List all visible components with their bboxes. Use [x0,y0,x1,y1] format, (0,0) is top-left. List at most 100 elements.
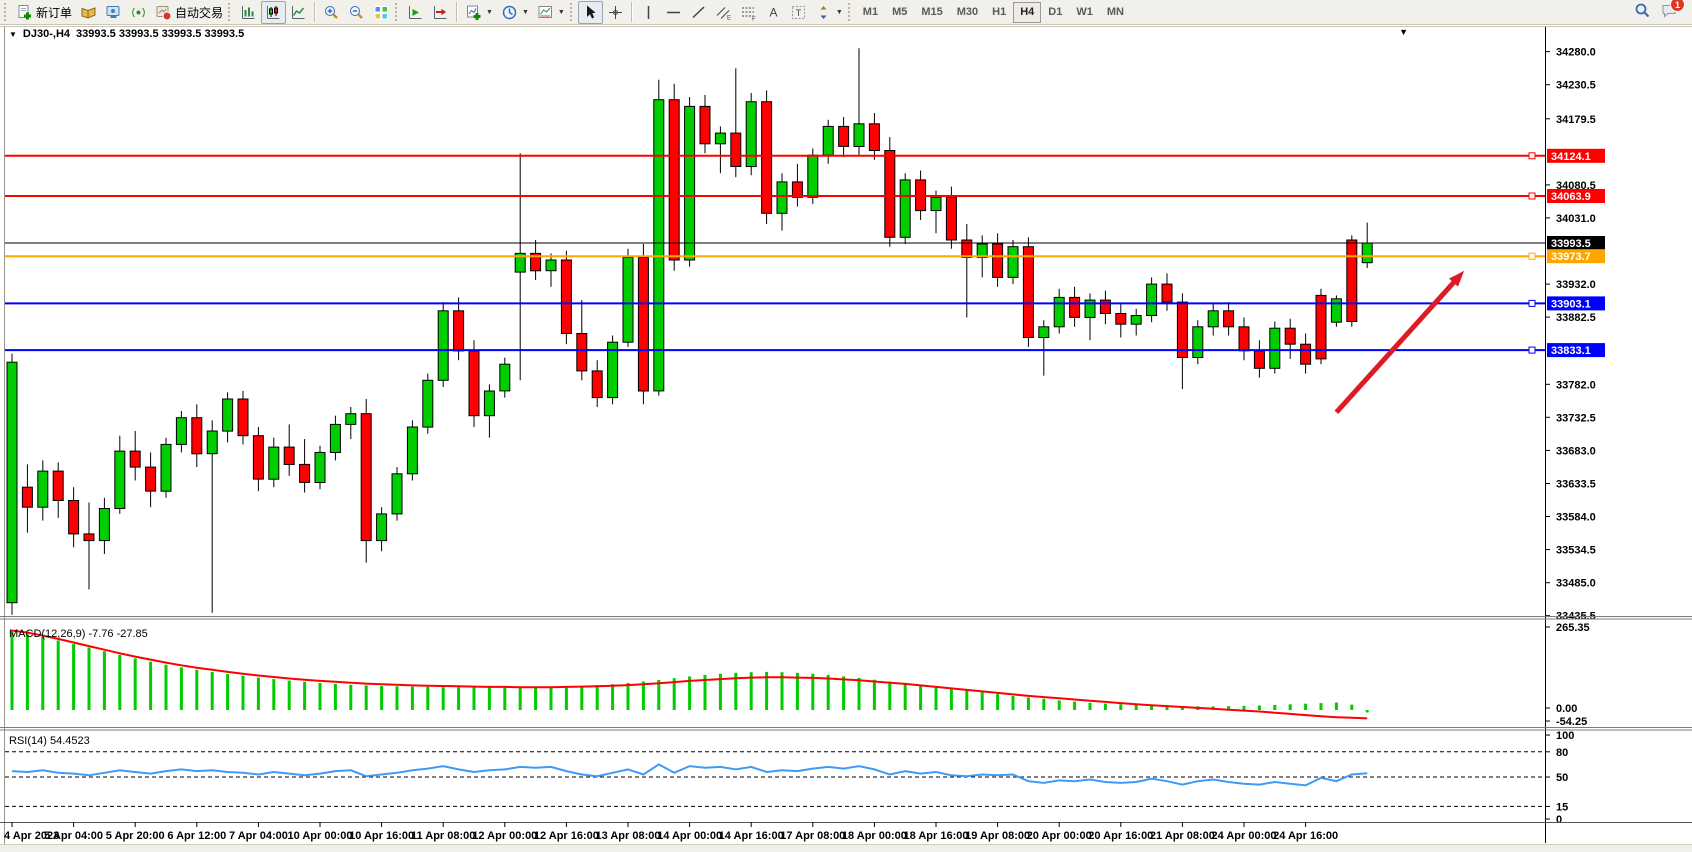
timeframe-H1-button[interactable]: H1 [992,6,1007,18]
new-order-button-label: 新订单 [36,5,73,20]
price-axis: 34280.0 34230.5 34179.5 34080.5 34031.0 33932… [1545,27,1605,843]
template-icon [537,4,554,21]
svg-text:33683.0: 33683.0 [1556,445,1596,457]
data-window-button[interactable] [101,1,126,24]
svg-text:0.00: 0.00 [1556,703,1577,715]
svg-text:33833.1: 33833.1 [1551,345,1591,357]
svg-text:F: F [752,16,756,21]
svg-text:33903.1: 33903.1 [1551,298,1591,310]
chart-ohlc: 33993.5 33993.5 33993.5 33993.5 [76,28,245,40]
svg-text:6 Apr 12:00: 6 Apr 12:00 [167,830,226,842]
timeframe-MN-button[interactable]: MN [1106,6,1124,18]
trend-arrow[interactable] [1334,270,1465,414]
svg-text:33993.5: 33993.5 [1551,238,1591,250]
svg-text:33584.0: 33584.0 [1556,512,1596,524]
rsi-indicator: RSI(14) 54.4523 100 80 50 150 [5,730,1574,826]
svg-text:5 Apr 04:00: 5 Apr 04:00 [44,830,103,842]
chart-title: ▼ DJ30-,H4 33993.5 33993.5 33993.5 33993… [9,28,244,40]
new-order-button[interactable]: 新订单 [12,1,76,24]
svg-text:10 Apr 16:00: 10 Apr 16:00 [349,830,414,842]
periods-button[interactable]: ▼ [497,1,533,24]
search-button[interactable] [1634,2,1651,22]
candlestick-chart-button[interactable] [261,0,287,24]
cursor-button[interactable] [577,0,603,24]
svg-text:33932.0: 33932.0 [1556,279,1596,291]
zoom-out-icon [348,4,365,21]
timeframe-D1-button[interactable]: D1 [1048,6,1063,18]
svg-text:34124.1: 34124.1 [1551,151,1591,163]
svg-text:34063.9: 34063.9 [1551,191,1591,203]
trendline-button[interactable] [686,1,711,24]
text-button[interactable]: A [761,1,786,24]
svg-text:5 Apr 20:00: 5 Apr 20:00 [106,830,165,842]
chart-window[interactable]: 34280.0 34230.5 34179.5 34080.5 34031.0 33932… [0,25,1692,852]
autotrade-icon [155,4,172,21]
navigator-button[interactable] [126,1,151,24]
timeframe-M30-button[interactable]: M30 [956,6,979,18]
label-button[interactable]: T [786,1,811,24]
book-icon [80,4,97,21]
svg-text:34230.5: 34230.5 [1556,80,1596,92]
tile-windows-button[interactable] [369,1,394,24]
candles-icon [265,4,282,21]
vertical-line-button[interactable] [636,1,661,24]
line-chart-icon [290,4,307,21]
timeframe-W1-button[interactable]: W1 [1076,6,1093,18]
chevron-down-icon: ▼ [521,8,529,16]
fibonacci-button[interactable]: F [736,1,761,24]
crosshair-button[interactable] [603,1,628,24]
chart-menu-icon[interactable]: ▼ [1399,27,1408,37]
svg-text:80: 80 [1556,747,1568,759]
auto-trading-button[interactable]: 自动交易 [151,1,227,24]
svg-text:15: 15 [1556,801,1568,813]
auto-scroll-button[interactable] [403,1,428,24]
indicators-button[interactable]: ▼ [461,1,497,24]
toolbar: 新订单 自动交易 ▼ ▼ ▼ E F A T ▼ M1 M5 M15 M30 H1 H4 D1 W1 MN 1 [0,0,1692,25]
timeframe-M5-button[interactable]: M5 [892,6,908,18]
svg-text:33633.5: 33633.5 [1556,479,1596,491]
crosshair-icon [607,4,624,21]
svg-text:E: E [727,15,731,21]
toolbar-grip [395,3,400,21]
svg-text:34031.0: 34031.0 [1556,213,1596,225]
text-a-icon: A [765,4,782,21]
svg-text:34280.0: 34280.0 [1556,47,1596,59]
svg-text:11 Apr 08:00: 11 Apr 08:00 [411,830,475,842]
templates-button[interactable]: ▼ [533,1,569,24]
horizontal-level-lines[interactable] [5,152,1545,354]
timeframe-H4-button[interactable]: H4 [1013,1,1042,23]
svg-text:12 Apr 00:00: 12 Apr 00:00 [472,830,537,842]
market-watch-button[interactable] [76,1,101,24]
chart-shift-button[interactable] [428,1,453,24]
cursor-icon [582,4,599,21]
toolbar-grip [4,3,9,21]
line-chart-button[interactable] [286,1,311,24]
zoom-out-button[interactable] [344,1,369,24]
svg-text:33485.0: 33485.0 [1556,578,1596,590]
svg-text:4 Apr 2023: 4 Apr 2023 [4,830,59,842]
arrows-button[interactable]: ▼ [811,1,847,24]
macd-indicator: MACD(12,26,9) -7.76 -27.85 265.35 0.00-54.… [9,622,1590,728]
zoom-in-icon [323,4,340,21]
bar-chart-button[interactable] [236,1,261,24]
svg-text:33973.7: 33973.7 [1551,251,1591,263]
svg-text:33732.5: 33732.5 [1556,412,1596,424]
notifications-button[interactable]: 1 [1661,0,1685,22]
svg-text:18 Apr 16:00: 18 Apr 16:00 [903,830,968,842]
timeframe-M15-button[interactable]: M15 [921,6,943,18]
horizontal-line-button[interactable] [661,1,686,24]
bars-icon [240,4,257,21]
zoom-in-button[interactable] [319,1,344,24]
toolbar-separator [630,2,633,22]
timeframe-M1-button[interactable]: M1 [862,6,879,18]
doc-plus-icon [16,4,33,21]
svg-text:33882.5: 33882.5 [1556,312,1596,324]
svg-text:50: 50 [1556,772,1568,784]
channel-button[interactable]: E [711,1,736,24]
search-icon [1634,3,1651,22]
chart-dropdown-icon[interactable]: ▼ [9,29,17,39]
svg-text:12 Apr 16:00: 12 Apr 16:00 [534,830,599,842]
chart-shift-icon [432,4,449,21]
